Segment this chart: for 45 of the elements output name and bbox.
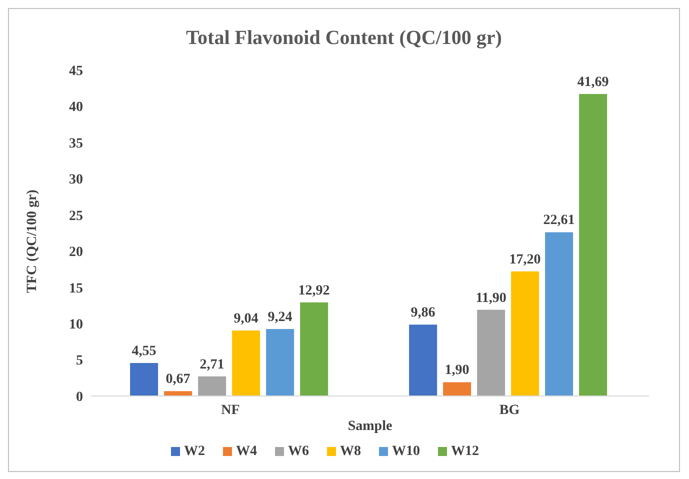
bar (477, 310, 506, 396)
bar (300, 302, 328, 396)
bar (164, 391, 192, 396)
data-label: 1,90 (444, 363, 470, 378)
data-label: 9,24 (268, 310, 292, 326)
bar (198, 376, 226, 396)
y-axis-title: TFC (QC/100 gr) (24, 189, 40, 293)
chart-title: Total Flavonoid Content (QC/100 gr) (185, 27, 503, 50)
y-tick-label: 30 (69, 172, 83, 188)
bar (409, 324, 438, 396)
y-tick-label: 15 (69, 281, 83, 296)
bar (443, 382, 472, 396)
y-tick-label: 5 (76, 354, 83, 369)
legend-label: W8 (340, 444, 361, 459)
legend-label: W12 (451, 444, 479, 459)
bar (545, 232, 574, 396)
data-label: 22,61 (543, 213, 575, 228)
x-tick-label: BG (499, 402, 520, 418)
legend-label: W4 (236, 444, 257, 459)
y-tick-label: 45 (69, 64, 83, 79)
y-tick-label: 20 (69, 245, 83, 260)
y-tick-label: 0 (76, 390, 83, 405)
bar (511, 271, 540, 396)
data-label: 17,20 (509, 252, 541, 268)
legend-label: W2 (184, 444, 205, 459)
x-tick-label: NF (221, 402, 240, 418)
legend-label: W10 (392, 444, 420, 459)
data-label: 11,90 (476, 290, 506, 306)
y-tick-label: 40 (69, 100, 83, 116)
data-label: 41,69 (577, 74, 609, 90)
y-tick-label: 10 (69, 318, 83, 333)
y-tick-label: 25 (69, 208, 83, 224)
data-label: 12,92 (298, 283, 330, 298)
bar (232, 330, 260, 396)
bar (579, 94, 608, 396)
y-tick-label: 35 (69, 136, 83, 152)
bar (266, 329, 294, 396)
legend-label: W6 (288, 444, 309, 459)
data-label: 2,71 (200, 357, 224, 372)
bar (130, 363, 158, 396)
x-axis-title: Sample (348, 419, 392, 434)
data-label: 4,55 (132, 344, 156, 360)
data-label: 9,86 (410, 306, 436, 321)
data-label: 0,67 (166, 372, 190, 388)
data-label: 9,04 (234, 312, 258, 327)
